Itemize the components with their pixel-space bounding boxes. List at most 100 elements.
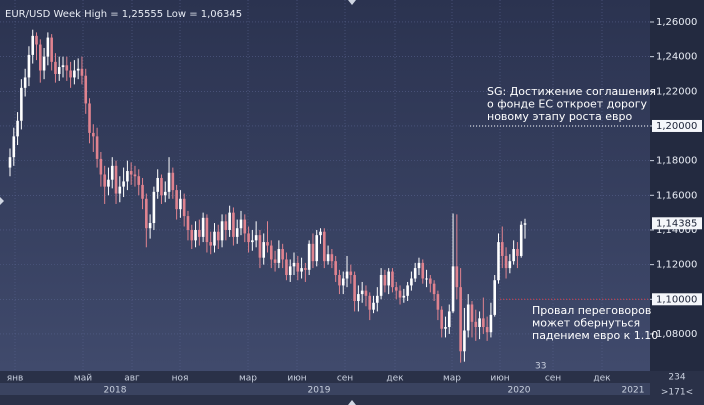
x-tick-label: ноя xyxy=(172,374,189,384)
scroll-arrow[interactable] xyxy=(0,197,4,205)
candle-body xyxy=(429,278,432,284)
year-label: 2018 xyxy=(104,386,127,396)
candle-body xyxy=(391,271,394,288)
candle-body xyxy=(46,37,50,57)
counter: 33 xyxy=(535,362,546,372)
candle-body xyxy=(459,287,462,352)
candle-body xyxy=(213,231,216,246)
candle-body xyxy=(523,223,527,225)
candle-body xyxy=(160,177,163,196)
y-tick-label: 1,22000 xyxy=(656,86,697,97)
candle-body xyxy=(239,219,243,229)
corner-label: 234 xyxy=(668,373,685,383)
candle-body xyxy=(410,278,413,286)
price-label: 1,20000 xyxy=(656,121,697,132)
x-tick-label: июн xyxy=(490,374,509,384)
candle-body xyxy=(12,136,16,158)
annotation: новому этапу роста евро xyxy=(487,110,632,123)
candle-body xyxy=(334,261,337,276)
x-tick-label: мар xyxy=(443,374,461,384)
candle-body xyxy=(387,271,390,286)
year-label: 2019 xyxy=(308,386,331,396)
chart-title: EUR/USD Week High = 1,25555 Low = 1,0634… xyxy=(5,9,242,20)
candle-body xyxy=(266,242,269,246)
candle-body xyxy=(277,249,281,263)
candle-body xyxy=(243,219,247,234)
candle-body xyxy=(296,262,300,272)
candle-body xyxy=(353,275,356,302)
candle-body xyxy=(220,221,224,241)
candle-body xyxy=(171,172,175,191)
candle-body xyxy=(92,132,95,137)
annotation: SG: Достижение соглашения xyxy=(487,85,656,98)
candle-body xyxy=(357,294,360,302)
candle-body xyxy=(300,268,303,272)
x-tick-label: янв xyxy=(7,374,24,384)
candle-body xyxy=(57,67,61,74)
candle-body xyxy=(167,172,171,192)
candle-body xyxy=(35,35,38,45)
candle-body xyxy=(205,217,209,243)
candle-body xyxy=(254,235,258,241)
candle-body xyxy=(307,243,311,270)
y-tick-label: 1,24000 xyxy=(656,52,697,63)
scroll-arrow[interactable] xyxy=(348,400,356,405)
candle-body xyxy=(383,275,387,286)
candle-body xyxy=(110,165,114,180)
candle-body xyxy=(341,278,345,286)
x-tick-label: дек xyxy=(386,374,404,384)
candle-body xyxy=(338,275,341,286)
candle-body xyxy=(285,259,288,276)
x-tick-label: июн xyxy=(287,374,306,384)
candle-body xyxy=(394,287,398,291)
candle-body xyxy=(323,231,326,262)
candle-body xyxy=(235,228,239,237)
candle-body xyxy=(23,77,27,88)
candle-body xyxy=(500,242,504,256)
candle-body xyxy=(8,157,12,168)
candle-body xyxy=(519,224,523,256)
candle-body xyxy=(216,231,220,241)
candle-body xyxy=(163,191,167,196)
candle-body xyxy=(360,290,364,295)
price-label-box xyxy=(652,293,702,306)
candle-body xyxy=(201,217,205,237)
candle-body xyxy=(84,75,88,104)
candle-body xyxy=(432,283,436,295)
candle-body xyxy=(319,231,322,236)
candle-body xyxy=(107,179,110,187)
candle-body xyxy=(76,68,80,71)
candle-body xyxy=(372,302,375,310)
candle-body xyxy=(194,229,197,241)
candle-body xyxy=(114,165,118,194)
candle-body xyxy=(88,103,91,133)
candle-body xyxy=(262,242,266,258)
candle-body xyxy=(69,70,72,78)
candle-body xyxy=(292,262,296,267)
candle-body xyxy=(330,254,334,262)
candle-body xyxy=(38,44,42,71)
candle-body xyxy=(417,262,421,269)
candle-body xyxy=(398,290,402,298)
candle-body xyxy=(61,65,65,68)
candle-body xyxy=(228,212,231,230)
candle-body xyxy=(466,304,470,331)
candle-body xyxy=(269,245,273,260)
candle-body xyxy=(425,278,428,280)
candle-body xyxy=(54,61,57,74)
candle-body xyxy=(73,70,76,78)
candle-body xyxy=(247,233,250,243)
axis-panel xyxy=(650,0,704,371)
candle-body xyxy=(31,35,35,55)
price-label: 1,14385 xyxy=(656,218,697,229)
y-tick-label: 1,12000 xyxy=(656,260,697,271)
candle-body xyxy=(126,171,129,182)
annotation: Провал переговоров xyxy=(532,304,651,317)
scroll-arrow[interactable] xyxy=(348,0,356,5)
candle-body xyxy=(198,229,201,237)
candle-body xyxy=(42,56,46,71)
candle-body xyxy=(368,295,372,310)
candle-body xyxy=(156,177,159,192)
candle-body xyxy=(516,249,519,256)
